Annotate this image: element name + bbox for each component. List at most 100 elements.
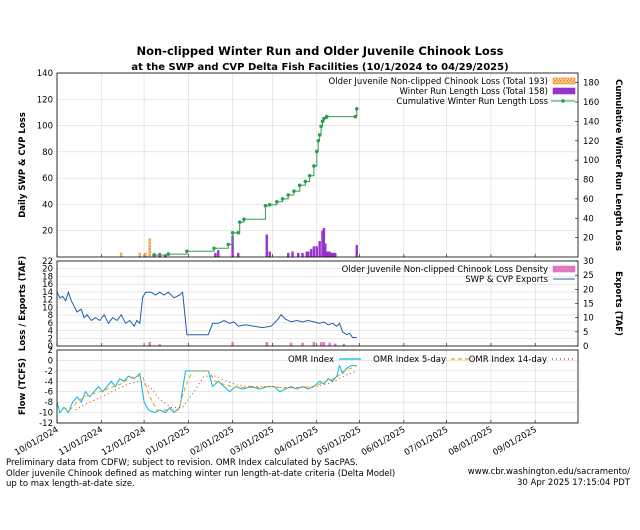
- data-point: [316, 138, 321, 143]
- y-tick-label: -10: [39, 409, 53, 419]
- data-point: [263, 203, 268, 208]
- bar: [301, 252, 304, 258]
- right-tick-label: 140: [583, 117, 599, 127]
- x-tick-label: 04/01/2025: [273, 425, 320, 458]
- series-line: [75, 370, 357, 411]
- bar: [231, 341, 234, 347]
- data-point: [286, 193, 291, 197]
- x-tick-label: 11/01/2024: [57, 425, 104, 458]
- legend-label: SWP & CVP Exports: [465, 275, 548, 285]
- y-axis-label: Flow (TCFS): [18, 358, 28, 415]
- x-tick-label: 03/01/2025: [229, 425, 276, 458]
- y-tick-label: 20: [42, 227, 53, 237]
- bar: [237, 252, 240, 258]
- data-point: [152, 253, 156, 257]
- y-tick-label: 40: [42, 200, 53, 210]
- data-point: [242, 217, 246, 222]
- x-tick-label: 05/01/2025: [316, 425, 363, 458]
- data-point: [314, 149, 319, 154]
- legend-label: Winter Run Length Loss (Total 158): [399, 87, 548, 97]
- legend-swatch: [552, 265, 576, 273]
- bar: [315, 246, 318, 258]
- data-point: [320, 119, 325, 124]
- y-tick-label: 80: [42, 148, 53, 158]
- y-tick-label: 120: [37, 95, 53, 105]
- right-tick-label: 0: [583, 342, 588, 352]
- right-tick-label: 40: [583, 214, 594, 224]
- bar: [319, 341, 323, 347]
- bar: [120, 252, 123, 258]
- bar: [291, 251, 294, 258]
- x-tick-label: 09/01/2025: [491, 425, 538, 458]
- source-url: www.cbr.washington.edu/sacramento/: [467, 467, 630, 477]
- right-tick-label: 100: [583, 156, 599, 166]
- legend-label: Older Juvenile Non-clipped Chinook Loss …: [329, 77, 548, 87]
- series-line: [62, 365, 358, 411]
- data-point: [166, 252, 171, 256]
- y-tick-label: 10: [42, 303, 53, 313]
- y-axis-label: Loss / Exports (TAF): [18, 256, 28, 351]
- right-tick-label: 20: [583, 234, 594, 244]
- right-tick-label: 160: [583, 98, 599, 108]
- x-tick-label: 10/01/2024: [13, 425, 60, 458]
- y-tick-label: 4: [48, 327, 53, 337]
- footer-left: Preliminary data from CDFW; subject to r…: [6, 458, 395, 490]
- data-point: [275, 200, 279, 204]
- bar: [289, 342, 293, 347]
- y-tick-label: 60: [42, 174, 53, 184]
- right-axis-label: Exports (TAF): [613, 271, 623, 336]
- bar: [312, 341, 316, 347]
- y-tick-label: 12: [42, 296, 53, 306]
- y-tick-label: 140: [37, 69, 53, 79]
- data-point: [307, 173, 312, 178]
- data-point: [354, 107, 359, 111]
- right-tick-label: 25: [583, 271, 594, 281]
- bar: [334, 252, 337, 258]
- right-axis-label: Cumulative Winter Run Length Loss: [613, 79, 623, 251]
- y-axis-label: Daily SWP & CVP Loss: [18, 112, 28, 218]
- legend-label: OMR Index: [288, 355, 334, 365]
- generated-timestamp: 30 Apr 2025 17:15:04 PDT: [517, 477, 630, 488]
- chart-title: Non-clipped Winter Run and Older Juvenil…: [136, 44, 503, 58]
- bar: [265, 234, 269, 258]
- bar: [301, 342, 304, 347]
- data-point: [312, 164, 316, 168]
- y-tick-label: 20: [42, 265, 53, 275]
- data-point: [353, 114, 358, 119]
- y-tick-label: 2: [48, 346, 53, 356]
- bar: [307, 251, 310, 258]
- data-point: [185, 249, 189, 253]
- x-tick-label: 08/01/2025: [447, 425, 494, 458]
- bar: [214, 252, 217, 258]
- footer-right: www.cbr.washington.edu/sacramento/ 30 Ap…: [468, 467, 630, 488]
- data-point: [322, 116, 326, 121]
- right-tick-label: 5: [583, 328, 588, 338]
- x-tick-label: 07/01/2025: [403, 425, 450, 458]
- series-line: [154, 108, 358, 256]
- bar: [322, 341, 326, 347]
- legend-label: OMR Index 14-day: [469, 355, 547, 365]
- x-tick-label: 06/01/2025: [360, 425, 407, 458]
- data-point: [236, 230, 241, 235]
- legend-label: Older Juvenile Non-clipped Chinook Loss …: [342, 265, 548, 275]
- data-point: [317, 133, 322, 137]
- chart-subtitle: at the SWP and CVP Delta Fish Facilities…: [131, 62, 508, 73]
- right-tick-label: 15: [583, 300, 594, 310]
- bar: [355, 244, 358, 258]
- bar: [287, 252, 290, 258]
- y-tick-label: 16: [42, 280, 53, 290]
- panel-frame: [56, 260, 579, 347]
- data-point: [212, 246, 216, 251]
- panel-frame: [56, 349, 579, 424]
- y-tick-label: 22: [42, 257, 53, 267]
- y-tick-label: 0: [48, 356, 53, 366]
- x-tick-label: 01/01/2025: [144, 425, 191, 458]
- data-point: [267, 202, 272, 207]
- y-tick-label: -2: [45, 367, 53, 377]
- data-point: [226, 242, 231, 247]
- bar: [328, 342, 331, 347]
- bar: [297, 252, 300, 258]
- bar: [309, 248, 313, 258]
- legend-swatch: [561, 99, 565, 103]
- y-tick-label: -12: [39, 419, 53, 429]
